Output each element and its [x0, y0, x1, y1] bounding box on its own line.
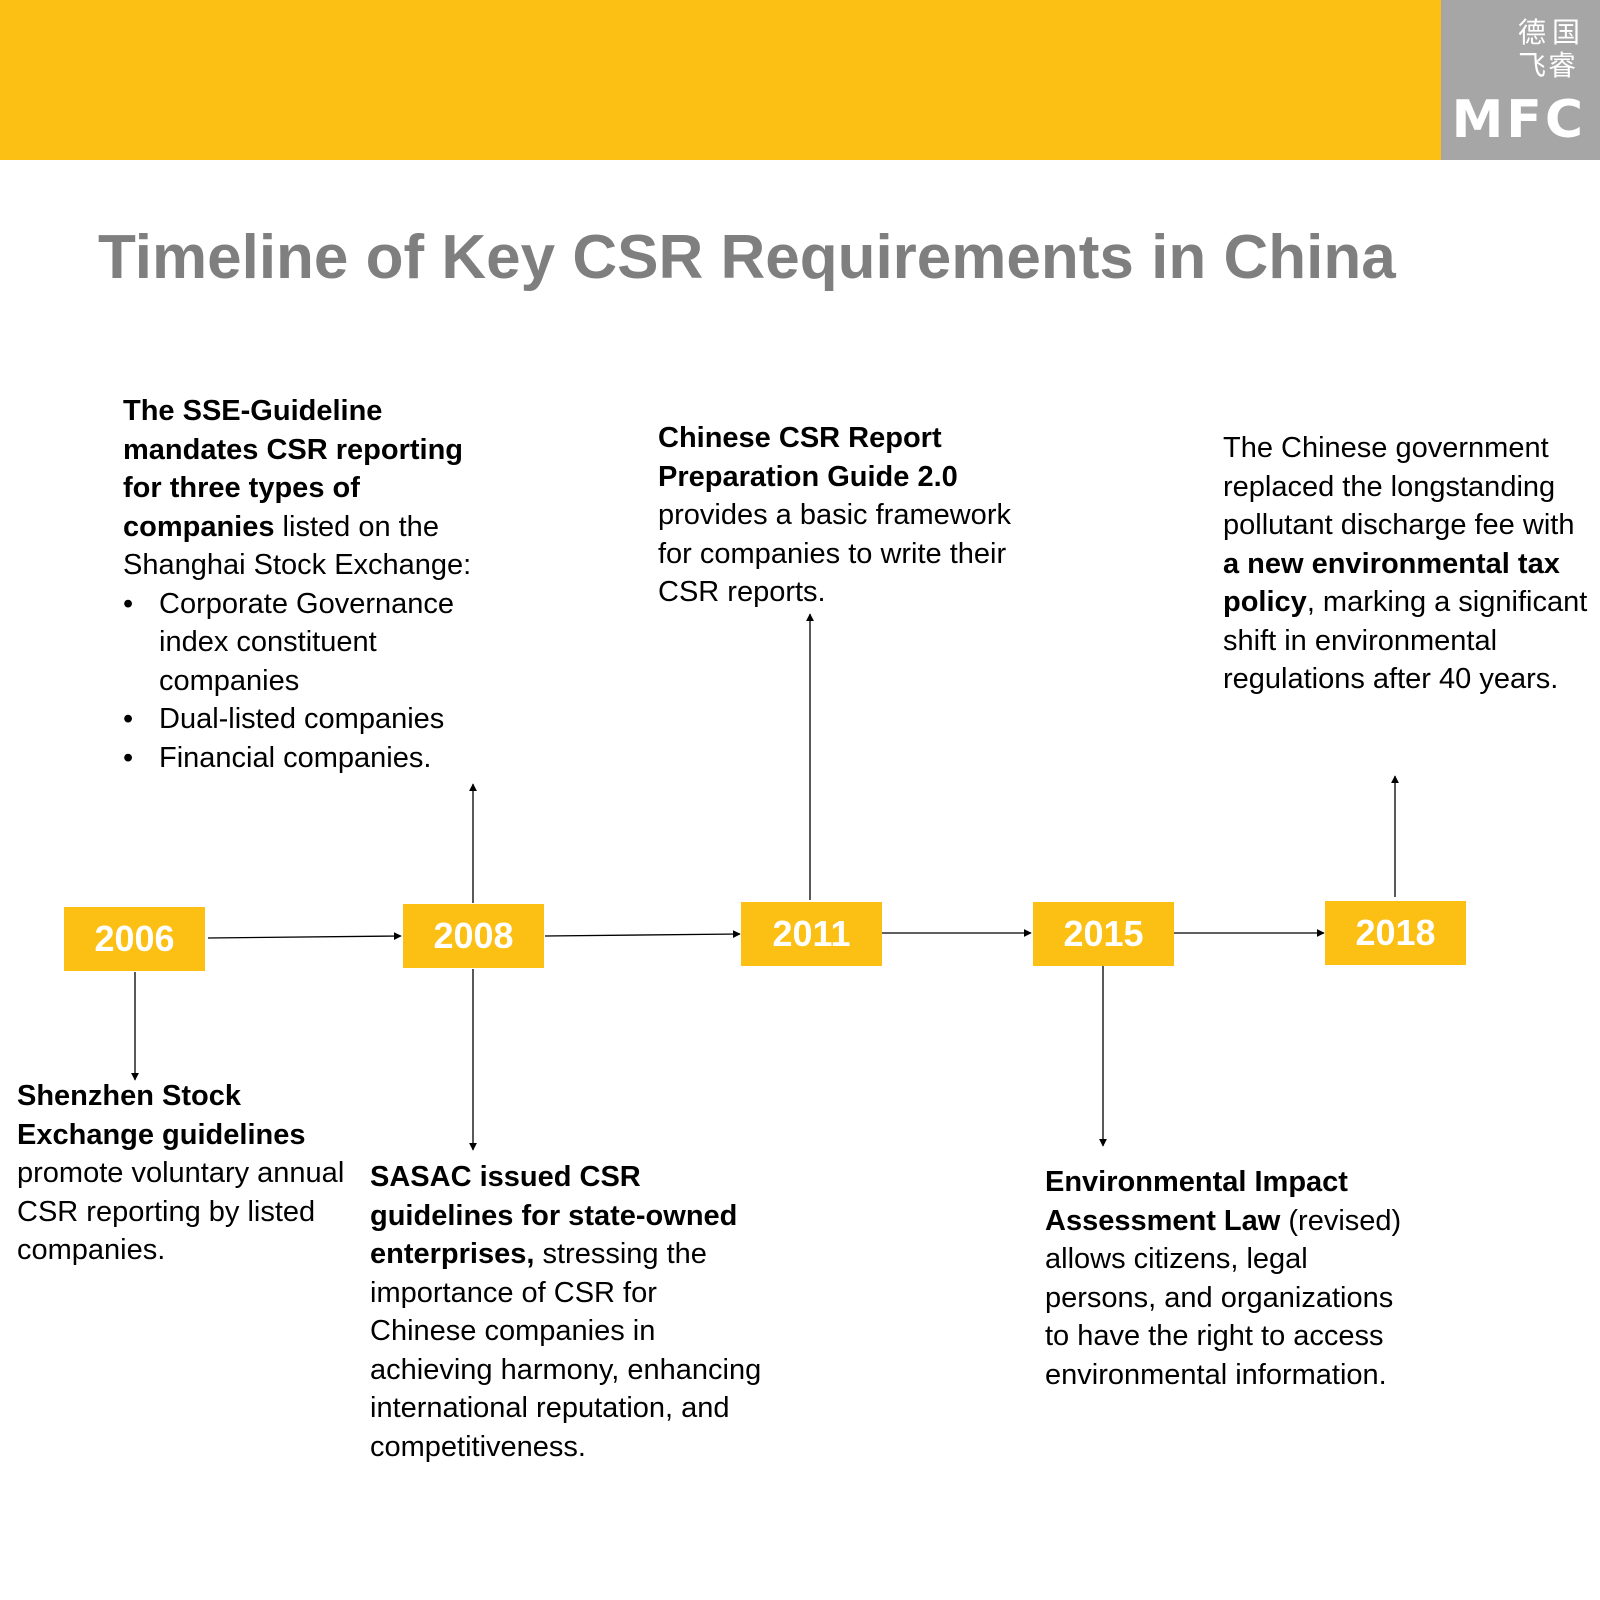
year-box-2006: 2006: [64, 907, 205, 971]
arrow-2008-to-2011: [544, 930, 741, 939]
year-box-2008: 2008: [403, 904, 544, 968]
event-2018-bold: a new environmental tax policy: [1223, 547, 1560, 619]
list-item: Financial companies.: [123, 739, 508, 778]
page-title: Timeline of Key CSR Requirements in Chin…: [98, 223, 1396, 292]
arrow-2006-to-2008: [207, 932, 402, 941]
event-2008b-text: stressing the importance of CSR for Chin…: [370, 1238, 762, 1463]
list-item: Dual-listed companies: [123, 700, 508, 739]
event-2018-env-tax: The Chinese government replaced the long…: [1223, 429, 1588, 699]
event-2011-csr-guide: Chinese CSR Report Preparation Guide 2.0…: [658, 419, 1033, 612]
event-2008a-text: listed on the Shanghai Stock Exchange:: [123, 510, 472, 582]
event-2008b-bold: SASAC issued CSR guidelines for state-ow…: [370, 1161, 738, 1270]
header-banner: [0, 0, 1441, 160]
logo-chinese-text: 德国飞睿: [1518, 16, 1582, 82]
year-box-2015: 2015: [1033, 902, 1174, 966]
event-2015-text: (revised) allows citizens, legal persons…: [1045, 1204, 1402, 1391]
event-2011-text: provides a basic framework for companies…: [658, 499, 1011, 608]
event-2008-sasac: SASAC issued CSR guidelines for state-ow…: [370, 1158, 770, 1466]
event-2018-pre: The Chinese government replaced the long…: [1223, 432, 1575, 541]
event-2008a-bold: The SSE-Guideline mandates CSR reporting…: [123, 395, 463, 543]
event-2006-bold: Shenzhen Stock Exchange guidelines: [17, 1080, 306, 1151]
event-2018-text: , marking a significant shift in environ…: [1223, 586, 1588, 695]
year-box-2018: 2018: [1325, 901, 1466, 965]
year-box-2011: 2011: [741, 902, 882, 966]
logo-wordmark: MFC: [1451, 90, 1586, 150]
event-2008-sse-guideline: The SSE-Guideline mandates CSR reporting…: [123, 392, 508, 777]
list-item: Corporate Governance index constituent c…: [123, 585, 508, 701]
mfc-logo: 德国飞睿 MFC: [1441, 0, 1600, 160]
sse-company-types-list: Corporate Governance index constituent c…: [123, 585, 508, 778]
event-2006-shenzhen: Shenzhen Stock Exchange guidelines promo…: [17, 1077, 347, 1270]
event-2006-text: promote voluntary annual CSR reporting b…: [17, 1157, 345, 1266]
event-2015-eia-law: Environmental Impact Assessment Law (rev…: [1045, 1163, 1405, 1394]
event-2011-bold: Chinese CSR Report Preparation Guide 2.0: [658, 422, 958, 493]
event-2015-bold: Environmental Impact Assessment Law: [1045, 1166, 1348, 1237]
